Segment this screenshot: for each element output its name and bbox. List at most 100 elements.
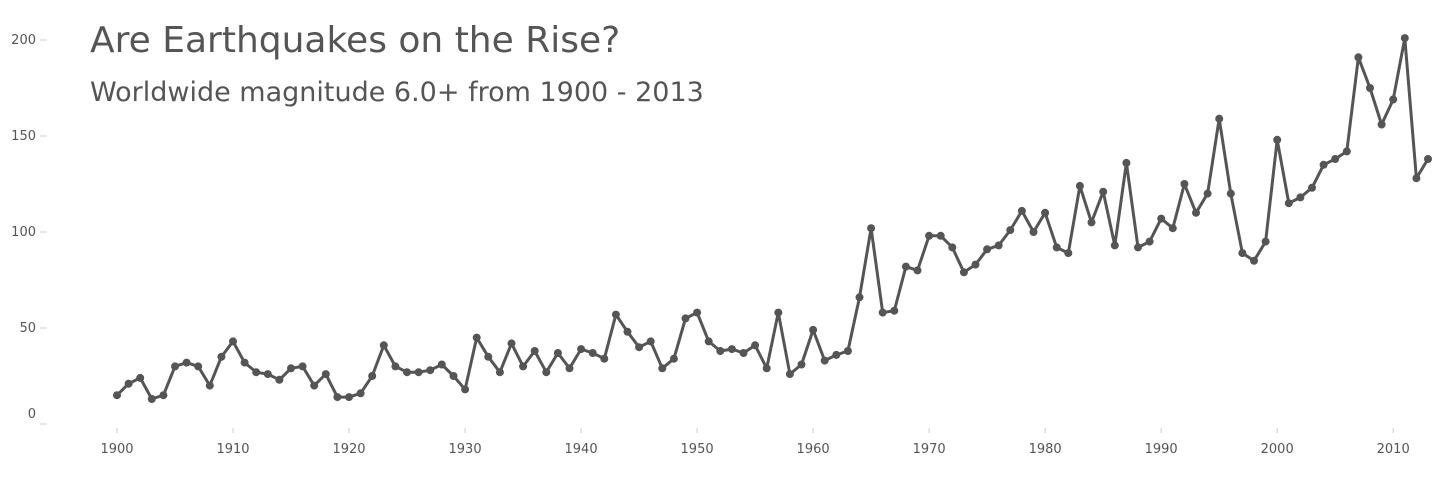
- data-point: 2010: 169: [1389, 95, 1398, 104]
- data-point: 1927: 28: [426, 366, 435, 375]
- x-tick-label: 1930: [449, 442, 482, 457]
- data-point: 1919: 14: [333, 393, 342, 402]
- x-tick-label: 1990: [1145, 442, 1178, 457]
- data-point: 1922: 25: [368, 372, 377, 380]
- data-point: 1987: 136: [1122, 158, 1131, 167]
- x-tick-label: 1970: [913, 442, 946, 457]
- data-point: 1928: 31: [437, 360, 446, 369]
- x-tick-label: 1980: [1029, 442, 1062, 457]
- data-point: 2007: 191: [1354, 53, 1363, 62]
- data-point: 1917: 20: [310, 381, 319, 390]
- data-point: 1961: 33: [820, 356, 829, 365]
- data-point: 1973: 79: [959, 268, 968, 277]
- y-tick-label: 0: [28, 407, 36, 422]
- data-point: 1977: 101: [1006, 226, 1015, 235]
- data-point: 1960: 49: [809, 325, 818, 334]
- y-tick-label: 50: [19, 321, 36, 336]
- data-point: 1981: 92: [1052, 243, 1061, 252]
- data-point: 1953: 39: [727, 345, 736, 354]
- data-point: 1985: 121: [1099, 187, 1108, 196]
- data-point: 2009: 156: [1377, 120, 1386, 129]
- data-point: 1906: 32: [182, 358, 191, 367]
- data-point: 1955: 41: [751, 341, 760, 350]
- x-tick-label: 1950: [681, 442, 714, 457]
- data-point: 1921: 16: [356, 389, 365, 398]
- data-point: 1908: 20: [205, 381, 214, 390]
- data-point: 1970: 98: [925, 231, 934, 240]
- data-point: 1999: 95: [1261, 237, 1270, 246]
- data-point: 1948: 34: [669, 354, 678, 363]
- data-point: 1952: 38: [716, 347, 725, 355]
- data-point: 1938: 37: [553, 349, 562, 357]
- data-point: 1959: 31: [797, 360, 806, 369]
- x-tick-label: 2010: [1377, 442, 1410, 457]
- data-point: 1997: 89: [1238, 249, 1247, 258]
- data-point: 1983: 124: [1075, 181, 1084, 190]
- data-point: 2002: 118: [1296, 193, 1305, 202]
- data-point: 1940: 39: [577, 345, 586, 354]
- data-point: 1945: 40: [635, 343, 644, 352]
- data-point: 1951: 43: [704, 337, 713, 346]
- x-axis: 1900 1910 1920 1930 1940 1950 1960 1970 1980 1990…: [100, 428, 1410, 457]
- data-point: 1974: 83: [971, 260, 980, 269]
- data-point: 1926: 27: [414, 368, 423, 377]
- y-tick-label: 100: [11, 225, 36, 240]
- data-point: 1934: 42: [507, 339, 516, 348]
- data-point: 1998: 85: [1250, 256, 1258, 265]
- data-point: 1905: 30: [171, 362, 179, 371]
- data-point: 1988: 92: [1134, 243, 1142, 252]
- data-point: 1918: 26: [321, 370, 330, 379]
- data-point: 1956: 29: [762, 364, 771, 373]
- data-point: 2005: 138: [1331, 155, 1340, 163]
- data-point: 1900: 15: [113, 391, 121, 400]
- data-point: 1996: 120: [1226, 189, 1235, 198]
- data-point: 1962: 36: [832, 350, 841, 359]
- data-point: 1936: 38: [530, 347, 539, 355]
- x-tick-label: 1910: [216, 442, 249, 457]
- chart-subtitle: Worldwide magnitude 6.0+ from 1900 - 201…: [90, 77, 704, 108]
- data-point: 1915: 29: [287, 364, 295, 373]
- x-tick-label: 1940: [565, 442, 598, 457]
- data-point: 2004: 135: [1319, 160, 1328, 169]
- data-point: 1946: 43: [646, 337, 655, 346]
- data-point: 1925: 27: [403, 368, 411, 377]
- data-point: 1982: 89: [1064, 249, 1073, 258]
- data-point: 1941: 37: [588, 349, 597, 357]
- data-point: 1993: 110: [1192, 208, 1200, 217]
- data-point: 1904: 15: [159, 391, 168, 400]
- data-point: 1907: 30: [194, 362, 203, 371]
- data-point: 1971: 98: [936, 231, 945, 240]
- data-point: 1933: 27: [495, 368, 504, 377]
- data-point: 1924: 30: [391, 362, 400, 371]
- data-point: 1920: 14: [345, 393, 353, 402]
- data-point: 2008: 175: [1366, 84, 1374, 92]
- data-point: 1950: 58: [693, 308, 702, 317]
- data-point: 2013: 138: [1424, 155, 1432, 163]
- data-point: 1990: 107: [1157, 214, 1166, 223]
- y-tick-label: 150: [11, 129, 36, 144]
- data-point: 2006: 142: [1342, 147, 1351, 156]
- data-point: 1947: 29: [658, 364, 667, 373]
- x-tick-label: 2000: [1261, 442, 1294, 457]
- data-point: 1914: 23: [275, 375, 284, 384]
- data-point: 2003: 123: [1308, 183, 1316, 192]
- data-point: 1923: 41: [379, 341, 388, 350]
- data-point: 1994: 120: [1203, 189, 1212, 198]
- data-point: 1958: 26: [785, 370, 794, 379]
- data-point: 1909: 35: [217, 352, 226, 361]
- data-point: 1932: 35: [484, 352, 493, 361]
- data-point: 1916: 30: [298, 362, 307, 371]
- data-point: 1949: 55: [681, 314, 690, 323]
- data-point: 2000: 148: [1273, 135, 1282, 144]
- chart-title: Are Earthquakes on the Rise?: [90, 20, 620, 61]
- data-point: 1995: 159: [1215, 114, 1224, 123]
- data-point: 1913: 26: [263, 370, 272, 379]
- plot-area: 1900: 151901: 211902: 24 1903: 131904: 15…: [113, 34, 1432, 403]
- series-line: [115, 36, 1430, 401]
- data-point: 1965: 102: [867, 224, 876, 233]
- y-tick-label: 200: [11, 33, 36, 48]
- data-point: 1930: 18: [461, 385, 470, 394]
- data-point: 1964: 66: [855, 293, 864, 302]
- data-point: 2011: 201: [1400, 34, 1409, 43]
